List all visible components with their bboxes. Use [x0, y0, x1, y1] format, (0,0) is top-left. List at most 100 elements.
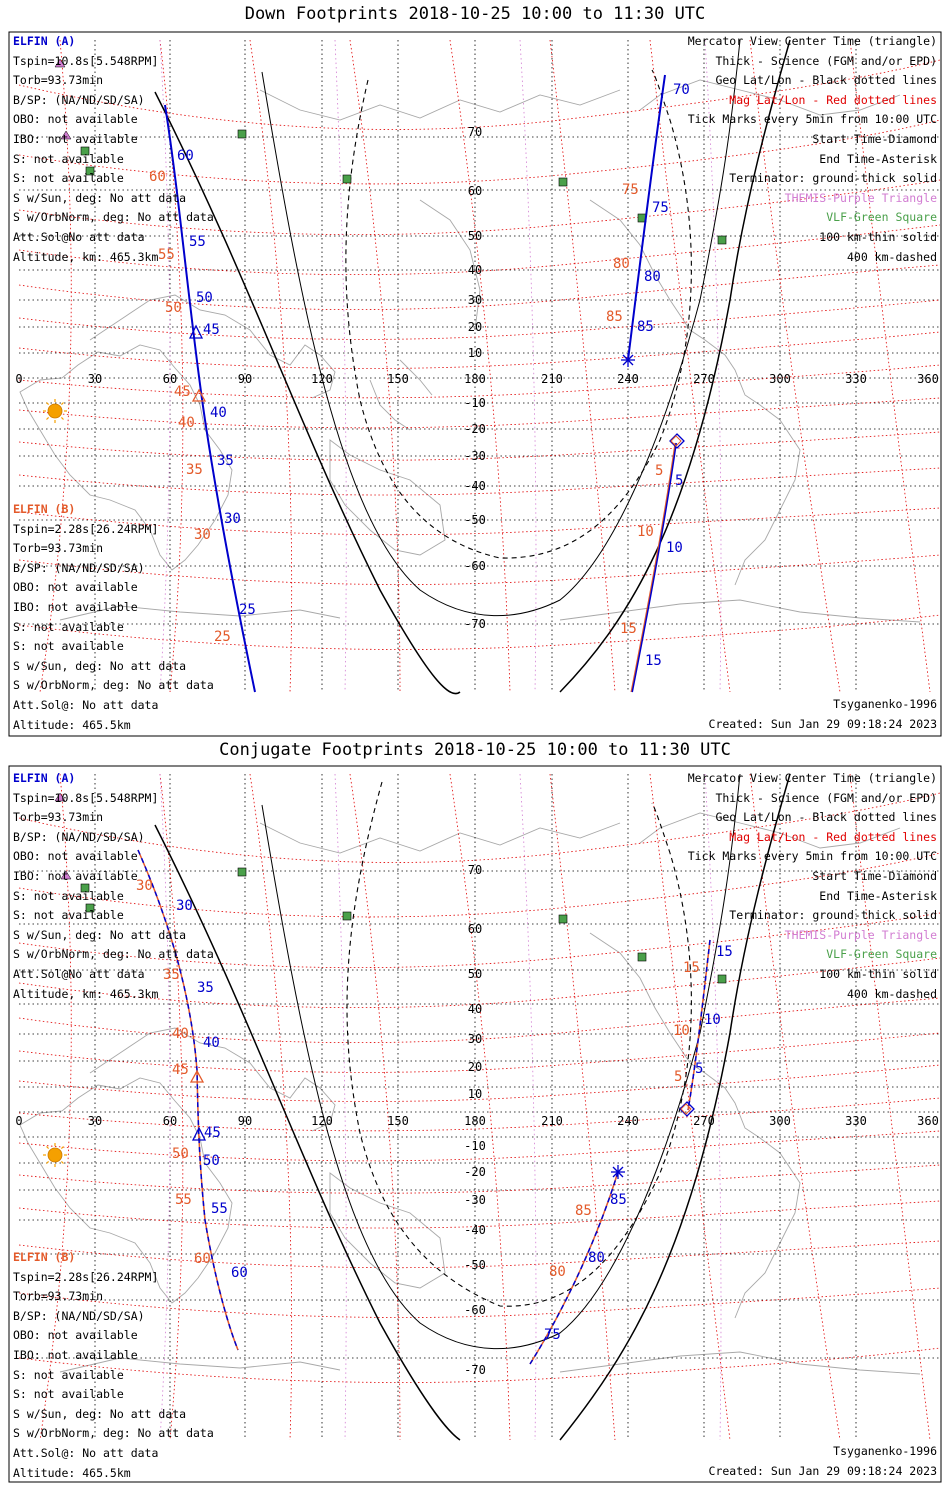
info-line: Torb=93.73min [13, 541, 104, 556]
lon-tick: 0 [15, 372, 22, 386]
track-tick-label: 60 [177, 148, 194, 164]
legend-item: Terminator: ground-thick solid [729, 908, 937, 923]
info-line: Torb=93.73min [13, 1289, 104, 1304]
info-line: Altitude: 465.5km [13, 717, 131, 732]
track-a-east-south [631, 442, 677, 693]
track-tick-label: 60 [231, 1265, 248, 1281]
terminator [154, 39, 791, 695]
themis-meridians [159, 39, 722, 693]
info-line: Tspin=10.8s[5.548RPM] [13, 790, 159, 805]
info-line: OBO: not available [13, 849, 138, 864]
info-line: OBO: not available [13, 1328, 138, 1343]
center-time-triangle [189, 1069, 205, 1083]
lat-tick: 20 [468, 320, 482, 334]
terminator [154, 773, 791, 1441]
themis-triangle [60, 870, 72, 880]
model-label: Tsyganenko-1996 [833, 697, 937, 711]
track-tick-label: 35 [163, 967, 180, 983]
info-line: B/SP: (NA/ND/SD/SA) [13, 1308, 145, 1323]
coastlines [19, 812, 921, 1375]
info-line: B/SP: (NA/ND/SD/SA) [13, 829, 145, 844]
track-tick-label: 40 [178, 415, 195, 431]
info-line: Tspin=2.28s[26.24RPM] [13, 521, 159, 536]
start-time-diamond [670, 435, 682, 447]
elfin-a-info: ELFIN (A) Tspin=10.8s[5.548RPM] Torb=93.… [13, 32, 214, 267]
lat-axis-labels: 70 60 50 40 30 20 10 -10 -20 -30 -40 -50… [464, 863, 486, 1377]
info-line: Att.Sol@No att data [13, 229, 145, 244]
themis-triangle [54, 58, 66, 68]
vlf-station [558, 914, 568, 924]
info-line: S: not available [13, 1387, 124, 1402]
legend: Mercator View Center Time (triangle) Thi… [688, 769, 937, 1004]
lat-tick: 30 [468, 1032, 482, 1046]
elfin-b-header: ELFIN (B) [13, 502, 76, 516]
track-a-east [687, 939, 711, 1111]
vlf-station [85, 903, 95, 913]
lon-tick: 300 [769, 372, 791, 386]
geo-grid [19, 774, 940, 1440]
info-line: S: not available [13, 151, 124, 166]
vlf-station [558, 177, 568, 187]
footprint-400km [346, 781, 692, 1307]
lat-tick: -40 [464, 479, 486, 493]
created-label: Created: Sun Jan 29 09:18:24 2023 [708, 1464, 937, 1478]
track-a-west [137, 849, 239, 1351]
lon-tick: 270 [693, 1114, 715, 1128]
info-line: Att.Sol@No att data [13, 966, 145, 981]
info-line: OBO: not available [13, 580, 138, 595]
themis-triangle [54, 792, 66, 802]
track-tick-label: 45 [203, 322, 220, 338]
legend-item: End Time-Asterisk [819, 888, 937, 903]
legend-item: 100 km-thin solid [819, 229, 937, 244]
info-line: S w/OrbNorm, deg: No att data [13, 1426, 214, 1441]
track-tick-label: 30 [224, 511, 241, 527]
lon-axis-labels: 0 30 60 90 120 150 180 210 240 270 300 3… [15, 372, 938, 386]
legend-item: Start Time-Diamond [812, 868, 937, 883]
track-tick-label: 85 [637, 319, 654, 335]
track-a-east [627, 74, 666, 361]
elfin-b-info: ELFIN (B) Tspin=2.28s[26.24RPM] Torb=93.… [13, 500, 214, 735]
lon-tick: 210 [541, 372, 563, 386]
elfin-b-info: ELFIN (B) Tspin=2.28s[26.24RPM] Torb=93.… [13, 1248, 214, 1483]
info-line: IBO: not available [13, 599, 138, 614]
track-tick-label: 45 [174, 384, 191, 400]
end-time-asterisk [611, 1165, 625, 1179]
legend-item: Thick - Science (FGM and/or EPD) [715, 53, 937, 68]
lon-tick: 150 [387, 372, 409, 386]
track-tick-label: 40 [172, 1026, 189, 1042]
track-tick-label: 30 [176, 898, 193, 914]
track-tick-label: 50 [196, 290, 213, 306]
lon-tick: 90 [238, 372, 252, 386]
panel-title: Down Footprints 2018-10-25 10:00 to 11:3… [244, 4, 706, 24]
track-tick-label: 40 [203, 1035, 220, 1051]
legend-item: 100 km-thin solid [819, 966, 937, 981]
track-tick-label: 75 [544, 1327, 561, 1343]
lon-tick: 240 [617, 1114, 639, 1128]
track-b-tick-labels: 60 55 50 45 40 35 30 25 [149, 169, 231, 645]
track-elfin-a [164, 74, 677, 693]
info-line: Altitude: 465.5km [13, 1465, 131, 1480]
track-markers [188, 324, 685, 449]
map-frame [8, 31, 942, 737]
track-tick-label: 60 [149, 169, 166, 185]
footprint-100km [261, 39, 741, 617]
lon-tick: 60 [163, 372, 177, 386]
map-conjugate: 0 30 60 90 120 150 180 210 240 270 300 3… [8, 765, 942, 1483]
lat-tick: -20 [464, 422, 486, 436]
info-line: Torb=93.73min [13, 73, 104, 88]
themis-stations [54, 58, 72, 140]
lat-tick: -50 [464, 513, 486, 527]
info-line: S: not available [13, 639, 124, 654]
themis-triangle [60, 130, 72, 140]
legend-item: 400 km-dashed [846, 986, 937, 1001]
lon-tick: 60 [163, 1114, 177, 1128]
info-line: Att.Sol@: No att data [13, 697, 159, 712]
center-time-triangle [191, 388, 207, 402]
elfin-a-info: ELFIN (A) Tspin=10.8s[5.548RPM] Torb=93.… [13, 769, 214, 1004]
ground-stations [80, 129, 727, 245]
legend-item: Mercator View Center Time (triangle) [687, 34, 937, 48]
legend-item: VLF-Green Square [826, 210, 937, 225]
lon-axis-labels: 0 30 60 90 120 150 180 210 240 270 300 3… [15, 1114, 938, 1128]
terminator-ground [154, 39, 791, 695]
track-tick-label: 55 [175, 1192, 192, 1208]
